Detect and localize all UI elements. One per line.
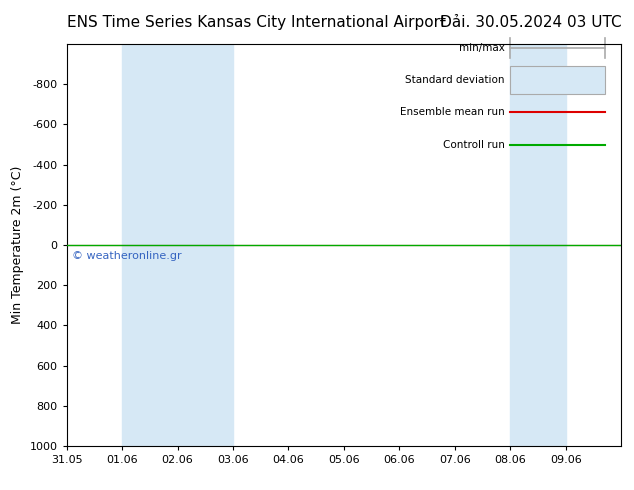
- Text: ENS Time Series Kansas City International Airport: ENS Time Series Kansas City Internationa…: [67, 15, 446, 30]
- Text: Standard deviation: Standard deviation: [405, 75, 505, 85]
- Bar: [122, 44, 233, 446]
- Text: Ensemble mean run: Ensemble mean run: [400, 107, 505, 118]
- Bar: [510, 66, 605, 95]
- Text: © weatheronline.gr: © weatheronline.gr: [72, 251, 182, 261]
- Text: Đải. 30.05.2024 03 UTC: Đải. 30.05.2024 03 UTC: [440, 15, 621, 30]
- Text: Controll run: Controll run: [443, 140, 505, 149]
- Bar: [510, 44, 566, 446]
- Text: min/max: min/max: [459, 43, 505, 53]
- Y-axis label: Min Temperature 2m (°C): Min Temperature 2m (°C): [11, 166, 24, 324]
